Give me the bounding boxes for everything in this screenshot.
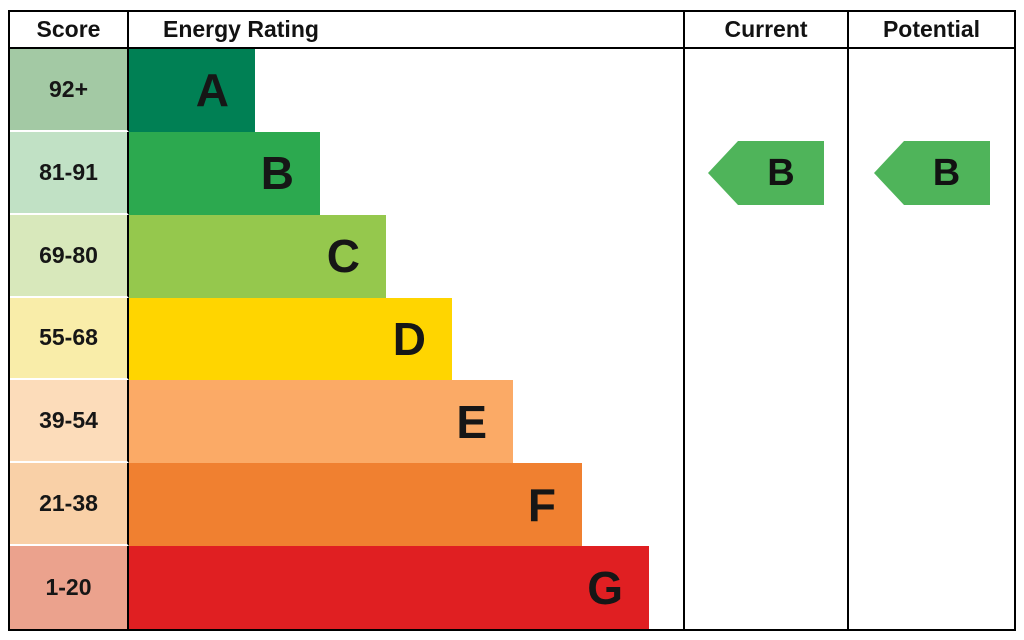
current-cell-a xyxy=(683,49,847,132)
score-cell-a: 92+ xyxy=(10,49,129,132)
rating-letter-g: G xyxy=(587,561,623,614)
rating-bar-cell-f: F xyxy=(129,463,683,547)
score-range-label: 1-20 xyxy=(45,574,92,601)
current-column-header: Current xyxy=(683,12,847,49)
energy-rating-chart: Score Energy Rating Current Potential 92… xyxy=(8,10,1016,631)
rating-bar-cell-g: G xyxy=(129,546,683,629)
rating-bar-a: A xyxy=(129,49,255,132)
score-range-label: 21-38 xyxy=(39,490,98,517)
potential-cell-g xyxy=(847,546,1014,629)
rating-bar-f: F xyxy=(129,463,582,547)
potential-cell-e xyxy=(847,380,1014,464)
score-cell-g: 1-20 xyxy=(10,546,129,629)
current-header-label: Current xyxy=(724,16,808,42)
rating-bar-e: E xyxy=(129,380,513,464)
rating-letter-b: B xyxy=(260,147,294,200)
score-cell-b: 81-91 xyxy=(10,131,129,215)
current-cell-d xyxy=(683,297,847,381)
current-cell-c xyxy=(683,214,847,298)
potential-header-label: Potential xyxy=(882,16,981,42)
score-header-label: Score xyxy=(36,16,101,42)
rating-bar-b: B xyxy=(129,131,320,215)
potential-rating-letter: B xyxy=(903,141,990,206)
rating-bar-d: D xyxy=(129,297,452,381)
current-cell-f xyxy=(683,463,847,547)
current-cell-e xyxy=(683,380,847,464)
rating-letter-e: E xyxy=(456,395,487,448)
rating-letter-c: C xyxy=(326,230,360,283)
energy-rating-header-label: Energy Rating xyxy=(163,16,319,42)
rating-bar-c: C xyxy=(129,214,386,298)
current-rating-arrow: B xyxy=(708,141,824,206)
potential-cell-a xyxy=(847,49,1014,132)
score-cell-c: 69-80 xyxy=(10,214,129,298)
score-range-label: 39-54 xyxy=(39,407,98,434)
rating-letter-d: D xyxy=(392,312,426,365)
rating-bar-cell-e: E xyxy=(129,380,683,464)
rating-bar-g: G xyxy=(129,546,649,629)
score-range-label: 81-91 xyxy=(39,158,98,185)
potential-cell-f xyxy=(847,463,1014,547)
rating-bar-cell-a: A xyxy=(129,49,683,132)
potential-rating-arrow: B xyxy=(873,141,990,206)
score-column-header: Score xyxy=(10,12,129,49)
rating-letter-f: F xyxy=(527,478,556,531)
arrow-left-tip-icon xyxy=(873,141,904,206)
current-cell-g xyxy=(683,546,847,629)
potential-cell-d xyxy=(847,297,1014,381)
rating-letter-a: A xyxy=(195,64,229,117)
rating-bar-cell-c: C xyxy=(129,214,683,298)
potential-column-header: Potential xyxy=(847,12,1014,49)
score-range-label: 92+ xyxy=(48,75,88,102)
score-range-label: 69-80 xyxy=(39,241,98,268)
rating-bar-cell-d: D xyxy=(129,297,683,381)
score-cell-d: 55-68 xyxy=(10,297,129,381)
score-cell-e: 39-54 xyxy=(10,380,129,464)
score-cell-f: 21-38 xyxy=(10,463,129,547)
energy-rating-column-header: Energy Rating xyxy=(129,12,683,49)
current-cell-b: B xyxy=(683,131,847,215)
score-range-label: 55-68 xyxy=(39,324,98,351)
potential-cell-c xyxy=(847,214,1014,298)
rating-bar-cell-b: B xyxy=(129,131,683,215)
current-rating-letter: B xyxy=(738,141,824,206)
potential-cell-b: B xyxy=(847,131,1014,215)
arrow-left-tip-icon xyxy=(708,141,738,206)
